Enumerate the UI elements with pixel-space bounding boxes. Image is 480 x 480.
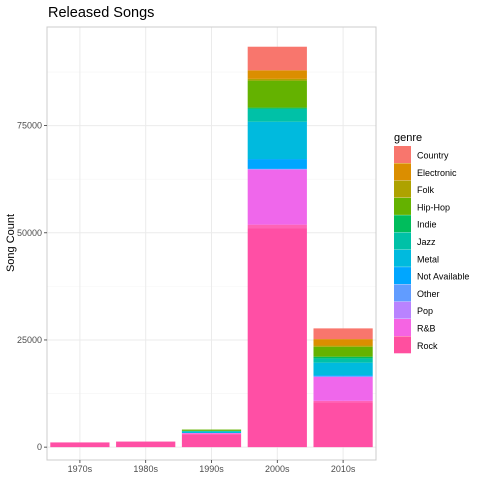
bar-segment — [248, 79, 307, 81]
y-axis-title: Song Count — [5, 214, 17, 272]
bar-segment — [182, 430, 241, 431]
bar-segment — [248, 81, 307, 108]
legend-key — [394, 215, 411, 232]
bar-segment — [182, 434, 241, 447]
legend-label: Rock — [417, 341, 438, 351]
bar-segment — [313, 403, 372, 448]
bar-segment — [116, 442, 175, 448]
legend-label: Not Available — [417, 272, 469, 282]
bar-segment — [248, 228, 307, 447]
bar-segment — [313, 357, 372, 359]
bar-segment — [182, 433, 241, 434]
legend-key — [394, 319, 411, 336]
legend-key — [394, 267, 411, 284]
x-tick-label: 1970s — [68, 464, 93, 474]
legend-label: Other — [417, 289, 440, 299]
y-axis-ticks: 0 25000 50000 75000 — [17, 121, 47, 453]
legend-key — [394, 146, 411, 163]
x-tick-label: 1980s — [133, 464, 158, 474]
bar-segment — [313, 401, 372, 403]
x-tick-label: 2010s — [331, 464, 356, 474]
x-axis-ticks: 1970s 1980s 1990s 2000s 2010s — [68, 460, 356, 474]
legend-key — [394, 250, 411, 267]
bar-segment — [182, 432, 241, 433]
bar-segment — [313, 375, 372, 376]
y-tick-label: 75000 — [17, 121, 42, 131]
legend-label: Metal — [417, 254, 439, 264]
bar-segment — [248, 159, 307, 169]
legend-key — [394, 163, 411, 180]
legend-label: Electronic — [417, 168, 457, 178]
legend-label: R&B — [417, 324, 436, 334]
bar-segment — [313, 347, 372, 357]
bar-segment — [182, 434, 241, 435]
bar-segment — [313, 363, 372, 375]
bar-segment — [182, 431, 241, 432]
bar-segment — [313, 328, 372, 339]
bar-segment — [50, 442, 109, 447]
bar-segment — [248, 170, 307, 225]
bar-segment — [313, 358, 372, 362]
legend-label: Hip-Hop — [417, 202, 450, 212]
y-tick-label: 0 — [37, 442, 42, 452]
legend-label: Folk — [417, 185, 435, 195]
bar-segment — [248, 109, 307, 122]
legend-label: Country — [417, 151, 449, 161]
legend-title: genre — [394, 132, 422, 144]
x-tick-label: 1990s — [199, 464, 224, 474]
bar-segment — [313, 346, 372, 347]
bar-segment — [248, 47, 307, 71]
legend-key — [394, 284, 411, 301]
legend-key — [394, 198, 411, 215]
bar-segment — [248, 108, 307, 109]
legend-key — [394, 233, 411, 250]
x-tick-label: 2000s — [265, 464, 290, 474]
legend-label: Pop — [417, 306, 433, 316]
bar-segment — [248, 169, 307, 170]
bar-segment — [313, 376, 372, 377]
legend-label: Jazz — [417, 237, 436, 247]
chart-title: Released Songs — [48, 5, 154, 21]
legend: genre Country Electronic Folk Hip-Hop Indie J… — [394, 132, 469, 353]
legend-key — [394, 302, 411, 319]
bar-segment — [248, 225, 307, 229]
legend-key — [394, 336, 411, 353]
legend-key — [394, 181, 411, 198]
bar-segment — [313, 339, 372, 345]
bar-segment — [248, 70, 307, 79]
y-tick-label: 25000 — [17, 335, 42, 345]
legend-label: Indie — [417, 220, 437, 230]
y-tick-label: 50000 — [17, 228, 42, 238]
bar-segment — [248, 122, 307, 159]
bar-segment — [313, 377, 372, 401]
